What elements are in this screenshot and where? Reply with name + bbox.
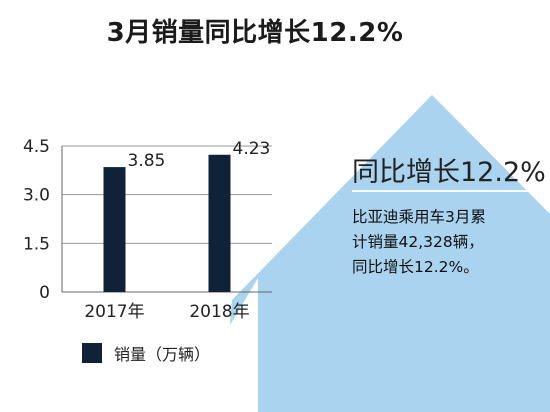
bar — [103, 167, 126, 292]
y-tick-labels: 4.5 3.0 1.5 0 — [23, 137, 50, 303]
bar-value-label: 4.23 — [233, 139, 271, 159]
note-divider — [352, 190, 544, 192]
legend-swatch — [82, 343, 102, 363]
bar-value-label: 3.85 — [128, 151, 166, 171]
y-tick-label: 4.5 — [23, 137, 50, 157]
note-body: 比亚迪乘用车3月累 计销量42,328辆， 同比增长12.2%。 — [352, 205, 542, 280]
note-line-1: 比亚迪乘用车3月累 — [352, 208, 486, 226]
note-line-2: 计销量42,328辆， — [352, 233, 484, 251]
bar-value-labels: 3.85 4.23 — [128, 139, 271, 171]
chart-legend: 销量（万辆） — [82, 343, 211, 364]
y-tick-label: 3.0 — [23, 186, 50, 206]
x-tick-label: 2017年 — [84, 302, 144, 322]
x-tick-label: 2018年 — [189, 302, 249, 322]
x-tick-labels: 2017年 2018年 — [84, 302, 249, 322]
note-line-3: 同比增长12.2%。 — [352, 258, 479, 276]
y-tick-label: 1.5 — [23, 234, 50, 254]
up-arrow-graphic — [230, 95, 550, 412]
note-headline: 同比增长12.2% — [352, 157, 546, 188]
legend-label: 销量（万辆） — [114, 345, 211, 364]
y-tick-label: 0 — [39, 283, 50, 303]
bar — [208, 154, 231, 292]
bar-group — [103, 154, 231, 292]
chart-title: 3月销量同比增长12.2% — [106, 18, 404, 48]
